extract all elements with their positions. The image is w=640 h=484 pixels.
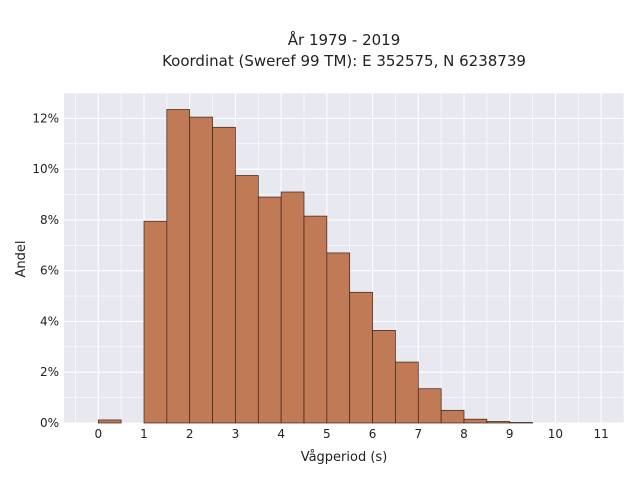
x-axis-label: Vågperiod (s) <box>301 450 388 465</box>
histogram-bar <box>257 196 282 424</box>
y-tick-label: 8% <box>40 213 59 227</box>
x-tick-label: 8 <box>460 427 468 441</box>
histogram-bar <box>440 409 465 424</box>
y-tick-label: 12% <box>32 111 59 125</box>
chart-subtitle: Koordinat (Sweref 99 TM): E 352575, N 62… <box>162 52 526 70</box>
histogram-bar <box>143 220 168 424</box>
histogram-bar <box>166 109 191 424</box>
x-tick-label: 0 <box>94 427 102 441</box>
histogram-bar <box>417 388 442 424</box>
histogram-bar <box>303 215 328 424</box>
y-tick-label: 10% <box>32 162 59 176</box>
x-tick-label: 5 <box>323 427 331 441</box>
x-tick-label: 11 <box>594 427 609 441</box>
histogram-bar <box>349 291 373 424</box>
histogram-bar <box>326 252 351 424</box>
x-tick-label: 2 <box>186 427 194 441</box>
y-axis-ticks: 0% 2% 4% 6% 8% 10% 12% <box>32 111 59 430</box>
x-tick-label: 4 <box>277 427 285 441</box>
bars <box>97 109 533 424</box>
histogram-bar <box>486 421 511 424</box>
y-tick-label: 4% <box>40 314 59 328</box>
histogram-bar <box>280 191 305 424</box>
x-axis-ticks: 0 1 2 3 4 5 6 7 8 9 10 11 <box>94 427 608 441</box>
chart-title: År 1979 - 2019 <box>288 30 401 49</box>
histogram-bar <box>212 126 236 424</box>
histogram-bar <box>235 175 259 424</box>
y-tick-label: 2% <box>40 365 59 379</box>
histogram-bar <box>509 422 533 424</box>
histogram-bar <box>189 116 213 424</box>
y-axis-label: Andel <box>14 241 29 278</box>
histogram-bar <box>463 418 488 424</box>
y-tick-label: 0% <box>40 416 59 430</box>
y-tick-label: 6% <box>40 264 59 278</box>
histogram-bar <box>97 419 122 424</box>
histogram-bar <box>372 329 396 424</box>
x-tick-label: 3 <box>232 427 240 441</box>
x-tick-label: 9 <box>506 427 514 441</box>
x-tick-label: 6 <box>369 427 377 441</box>
x-tick-label: 7 <box>414 427 422 441</box>
histogram-bar <box>395 361 419 424</box>
x-tick-label: 1 <box>140 427 148 441</box>
x-tick-label: 10 <box>548 427 563 441</box>
